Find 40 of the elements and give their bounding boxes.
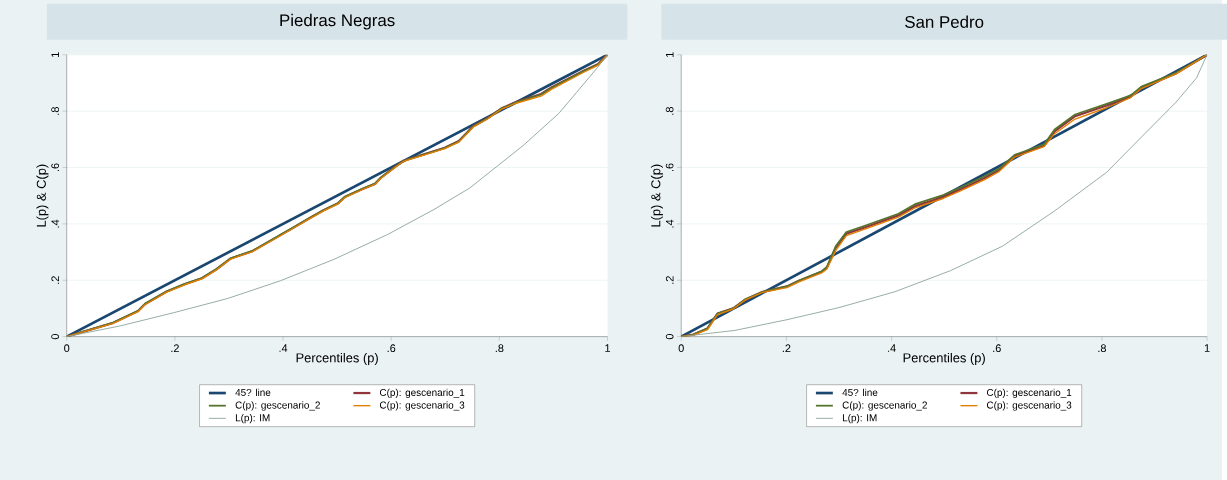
y-tick-label: .8 [665, 107, 674, 115]
legend-label: C(p): gescenario_2 [842, 401, 927, 411]
x-tick-label: .2 [782, 344, 791, 352]
chart-title: San Pedro [905, 15, 984, 28]
y-tick-label: 1 [665, 52, 674, 57]
y-tick-label: 0 [51, 334, 59, 340]
x-tick-label: .2 [171, 344, 179, 352]
chart-title: Piedras Negras [280, 13, 395, 30]
x-tick-label: 0 [64, 344, 70, 353]
x-tick-label: 0 [678, 344, 684, 353]
legend-label: 45? line [235, 388, 271, 396]
y-tick-label: .4 [51, 219, 59, 228]
x-axis-title: Percentiles (p) [296, 352, 378, 365]
legend-label: 45? line [842, 388, 878, 396]
legend-label: C(p): gescenario_3 [986, 401, 1072, 411]
legend-label: C(p): gescenario_2 [235, 401, 320, 411]
legend-label: C(p): gescenario_1 [986, 388, 1072, 398]
legend-label: L(p): IM [842, 413, 877, 424]
x-tick-label: 1 [1204, 344, 1210, 352]
y-tick-label: 0 [665, 334, 674, 340]
y-axis-title: L(p) & C(p) [36, 164, 49, 227]
legend-label: C(p): gescenario_3 [379, 401, 465, 411]
x-tick-label: .4 [279, 344, 288, 352]
x-tick-label: .8 [495, 344, 504, 353]
x-axis-title: Percentiles (p) [903, 352, 985, 365]
y-tick-label: .8 [51, 107, 59, 115]
x-tick-label: .6 [387, 344, 396, 353]
x-tick-label: 1 [605, 344, 611, 352]
y-tick-label: .6 [51, 163, 59, 172]
y-tick-label: .6 [665, 163, 674, 172]
x-tick-label: .6 [993, 344, 1001, 353]
legend-label: L(p): IM [235, 413, 270, 424]
x-tick-label: .4 [888, 344, 896, 352]
y-tick-label: .2 [51, 276, 59, 284]
legend-label: C(p): gescenario_1 [379, 388, 465, 398]
x-tick-label: .8 [1098, 344, 1106, 353]
y-tick-label: .4 [665, 219, 674, 228]
y-tick-label: 1 [51, 52, 59, 57]
y-tick-label: .2 [665, 276, 674, 284]
y-axis-title: L(p) & C(p) [650, 164, 663, 227]
